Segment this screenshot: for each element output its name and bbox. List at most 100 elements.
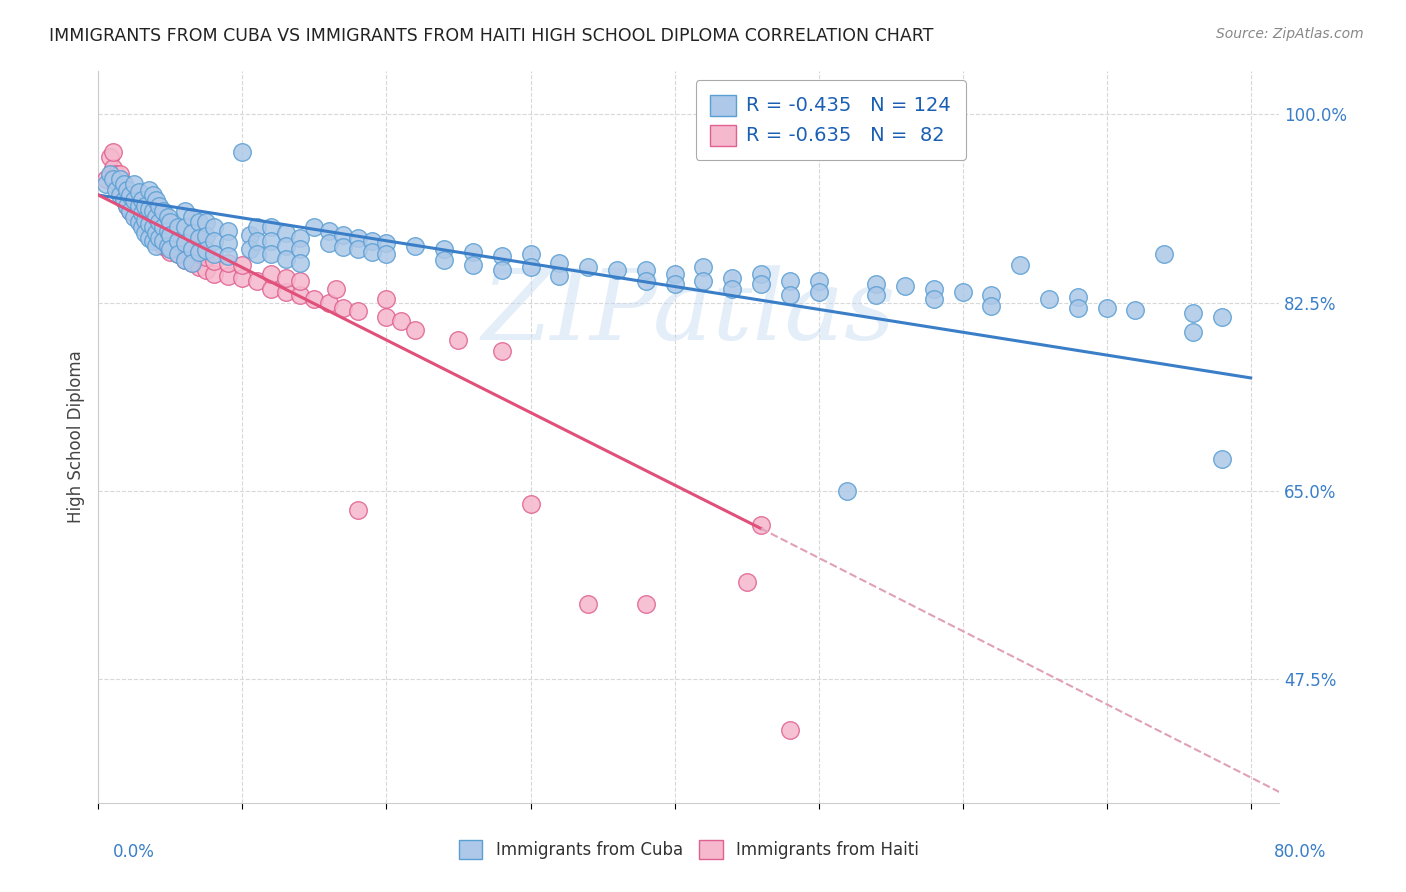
Point [145,238,167,252]
Point [217,236,239,251]
Point [188,231,211,245]
Point [260,220,283,235]
Point [142,226,165,240]
Point [952,285,974,299]
Point [148,210,170,224]
Point [461,245,484,260]
Point [166,220,188,235]
Point [195,228,218,243]
Point [152,212,174,227]
Point [274,238,297,252]
Point [131,220,153,235]
Point [894,279,917,293]
Point [181,256,204,270]
Point [202,220,225,235]
Point [188,215,211,229]
Point [134,206,156,220]
Point [361,245,384,260]
Point [288,242,311,256]
Point [148,235,170,249]
Point [433,252,456,267]
Point [217,268,239,283]
Point [115,185,138,199]
Point [112,178,135,192]
Point [195,243,218,257]
Point [131,206,153,220]
Point [138,202,160,216]
Point [156,223,179,237]
Point [260,247,283,261]
Point [807,285,830,299]
Point [173,238,195,252]
Point [131,194,153,208]
Point [188,235,211,249]
Point [288,274,311,288]
Point [152,220,174,235]
Point [749,518,772,533]
Point [128,199,150,213]
Point [318,236,340,251]
Point [1211,451,1233,466]
Point [166,235,188,249]
Point [304,220,326,235]
Point [152,204,174,219]
Point [128,185,150,199]
Point [108,188,131,202]
Point [865,277,887,292]
Point [375,310,398,324]
Point [1095,301,1118,315]
Point [159,231,181,245]
Point [145,194,167,208]
Point [1038,293,1060,307]
Point [692,274,714,288]
Point [152,238,174,252]
Point [202,267,225,281]
Point [288,256,311,270]
Point [148,220,170,235]
Point [173,220,195,235]
Point [159,215,181,229]
Point [131,202,153,216]
Point [152,235,174,249]
Point [142,188,165,202]
Point [837,483,859,498]
Point [749,267,772,281]
Point [138,183,160,197]
Point [156,242,179,256]
Point [156,210,179,224]
Point [807,274,830,288]
Point [148,231,170,245]
Point [735,575,758,590]
Point [124,210,146,224]
Point [576,597,599,611]
Point [202,247,225,261]
Point [1010,258,1032,272]
Point [749,277,772,292]
Point [246,274,269,288]
Point [1067,290,1090,304]
Point [239,227,262,242]
Point [112,194,135,208]
Point [134,226,156,240]
Point [519,247,541,261]
Point [138,231,160,245]
Point [318,295,340,310]
Point [779,723,801,737]
Point [274,271,297,285]
Point [124,178,146,192]
Point [145,231,167,245]
Point [124,194,146,208]
Point [188,260,211,274]
Point [721,271,744,285]
Point [128,210,150,224]
Point [664,277,686,292]
Point [156,227,179,242]
Point [173,252,195,267]
Point [634,263,657,277]
Point [166,247,188,261]
Point [980,288,1002,302]
Point [166,247,188,261]
Point [128,199,150,213]
Point [98,150,121,164]
Point [491,263,513,277]
